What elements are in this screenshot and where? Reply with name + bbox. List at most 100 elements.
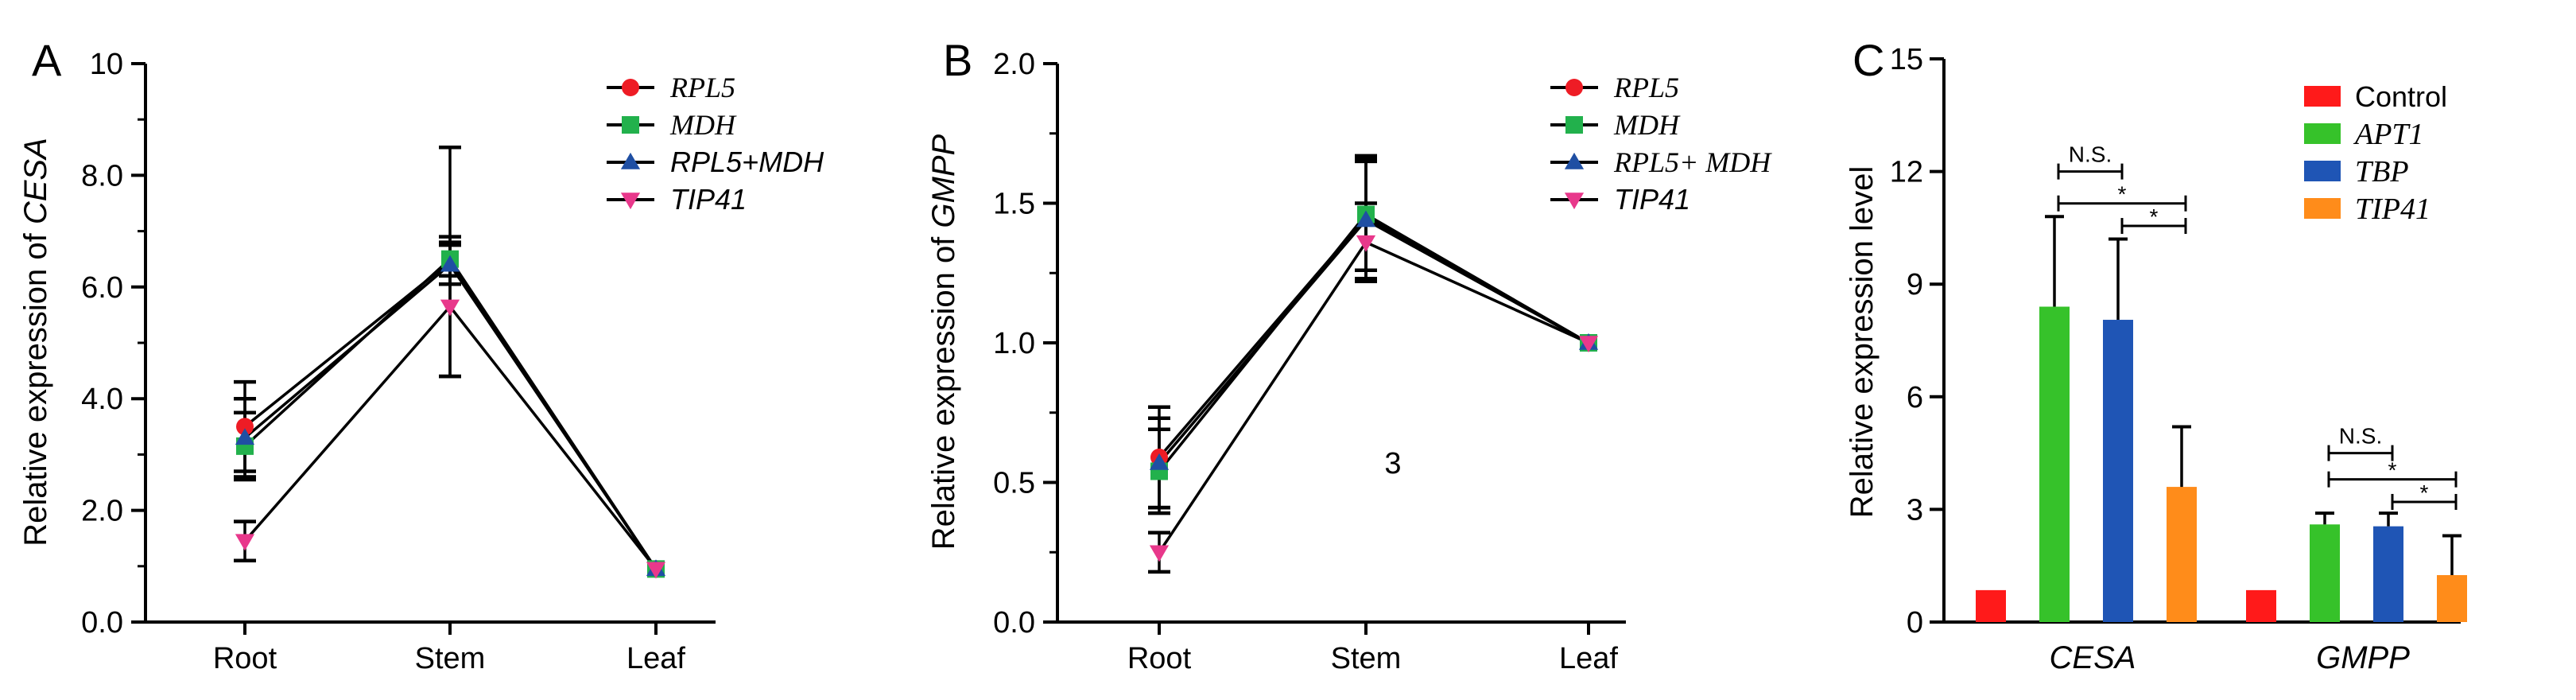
y-axis-label-space bbox=[18, 224, 53, 233]
legend-label: RPL5 bbox=[669, 72, 735, 103]
significance-label: N.S. bbox=[2339, 424, 2382, 449]
bar bbox=[2103, 320, 2133, 622]
y-tick-label: 1.5 bbox=[993, 188, 1035, 221]
y-axis-label-prefix: Relative expression of bbox=[926, 236, 961, 550]
legend-label: TIP41 bbox=[1614, 183, 1690, 216]
data-point bbox=[646, 562, 666, 579]
bar bbox=[2373, 526, 2403, 622]
legend-label: RPL5+MDH bbox=[670, 146, 824, 178]
legend: RPL5 MDH RPL5+ MDH TIP41 bbox=[1550, 72, 1772, 216]
data-point bbox=[1356, 210, 1376, 228]
significance-label: * bbox=[2388, 458, 2397, 483]
x-tick-label: Root bbox=[1127, 642, 1192, 675]
y-tick-label: 8.0 bbox=[81, 159, 123, 192]
y-tick-label: 3 bbox=[1907, 493, 1923, 527]
data-point bbox=[1149, 545, 1170, 562]
legend-label: TIP41 bbox=[2355, 192, 2431, 226]
panel-letter: C bbox=[1852, 35, 1884, 85]
legend-marker bbox=[1564, 152, 1585, 169]
y-tick-label: 0.5 bbox=[993, 467, 1035, 500]
legend: RPL5 MDH RPL5+MDH TIP41 bbox=[607, 72, 824, 216]
x-tick-label: Stem bbox=[1331, 642, 1402, 675]
legend-label: RPL5+ MDH bbox=[1613, 146, 1772, 178]
bar bbox=[2246, 589, 2276, 622]
legend-swatch bbox=[2304, 123, 2341, 144]
panel-b: B 0.0 0.5 1.0 1.5 2.0 Root Stem Leaf Relative exp… bbox=[926, 35, 1772, 675]
y-axis-label-gene: GMPP bbox=[926, 134, 961, 228]
x-category-label: GMPP bbox=[2316, 640, 2410, 675]
data-point bbox=[1578, 336, 1599, 353]
y-tick-label: 0.0 bbox=[993, 606, 1035, 640]
y-tick-label: 6.0 bbox=[81, 271, 123, 305]
y-tick-label: 1.0 bbox=[993, 327, 1035, 360]
legend-marker bbox=[622, 79, 639, 96]
series-line bbox=[1158, 212, 1589, 472]
legend-swatch bbox=[2304, 198, 2341, 219]
x-tick-label: Root bbox=[213, 642, 277, 675]
y-tick-label: 15 bbox=[1890, 43, 1923, 76]
bar bbox=[2310, 524, 2340, 622]
data-point bbox=[440, 255, 460, 272]
panel-c: C 0 3 6 9 12 15 Relative expression level CESA GM… bbox=[1845, 35, 2467, 675]
significance-brackets: N.S.**N.S.** bbox=[2057, 142, 2458, 510]
series-line bbox=[1158, 218, 1589, 465]
legend-label: TIP41 bbox=[670, 183, 747, 216]
y-tick-label: 2.0 bbox=[993, 48, 1035, 81]
data-point bbox=[235, 428, 255, 445]
series-control bbox=[1976, 589, 2276, 622]
series-tip41 bbox=[2167, 425, 2467, 622]
y-axis-label: Relative expression level bbox=[1845, 166, 1880, 518]
legend-marker bbox=[620, 192, 641, 210]
y-tick-label: 0.0 bbox=[81, 606, 123, 640]
legend-swatch bbox=[2304, 161, 2341, 181]
legend-marker bbox=[620, 152, 641, 169]
bar bbox=[2167, 487, 2197, 622]
x-tick-label: Stem bbox=[415, 642, 486, 675]
series-rpl5 bbox=[234, 146, 658, 570]
legend-swatch bbox=[2304, 86, 2341, 107]
y-tick-label: 9 bbox=[1907, 268, 1923, 301]
legend-label: MDH bbox=[1613, 109, 1681, 141]
legend-label: Control bbox=[2355, 80, 2447, 113]
significance-label: * bbox=[2420, 480, 2429, 505]
legend-marker bbox=[1564, 192, 1585, 210]
x-tick-label: Leaf bbox=[1559, 642, 1618, 675]
series-mdh bbox=[234, 240, 658, 570]
y-axis-label-gene: CESA bbox=[18, 138, 53, 224]
y-axis-label: Relative expression of GMPP bbox=[926, 134, 961, 550]
data-point bbox=[235, 534, 255, 551]
legend-label: TBP bbox=[2355, 155, 2409, 189]
legend-marker bbox=[622, 116, 639, 134]
x-tick-label: Leaf bbox=[627, 642, 685, 675]
y-tick-label: 10 bbox=[90, 48, 123, 81]
data-point bbox=[1356, 235, 1376, 252]
x-category-label: CESA bbox=[2050, 640, 2136, 675]
y-tick-label: 4.0 bbox=[81, 383, 123, 416]
significance-label: * bbox=[2150, 204, 2159, 229]
y-tick-label: 0 bbox=[1907, 606, 1923, 640]
y-axis-label: Relative expression of CESA bbox=[18, 138, 53, 546]
legend-label: MDH bbox=[669, 109, 737, 141]
series-tbp bbox=[2103, 237, 2403, 622]
bar bbox=[2437, 575, 2467, 622]
series-rpl5-mdh bbox=[234, 243, 658, 570]
y-tick-label: 12 bbox=[1890, 156, 1923, 189]
y-axis-label-space bbox=[926, 228, 961, 237]
annotation: 3 bbox=[1384, 447, 1401, 480]
series-line bbox=[1158, 215, 1589, 459]
data-point bbox=[236, 418, 254, 436]
bar bbox=[2039, 306, 2070, 622]
legend-marker bbox=[1565, 116, 1583, 134]
y-axis-label-prefix: Relative expression of bbox=[18, 232, 53, 546]
panel-letter: A bbox=[32, 35, 62, 85]
y-tick-label: 6 bbox=[1907, 381, 1923, 414]
significance-label: * bbox=[2118, 182, 2127, 207]
series-line bbox=[1158, 240, 1589, 554]
legend-label: APT1 bbox=[2353, 118, 2424, 151]
legend-marker bbox=[1565, 79, 1583, 96]
y-tick-label: 2.0 bbox=[81, 495, 123, 528]
series-tip41 bbox=[1148, 201, 1589, 574]
series-tip41 bbox=[234, 235, 658, 570]
